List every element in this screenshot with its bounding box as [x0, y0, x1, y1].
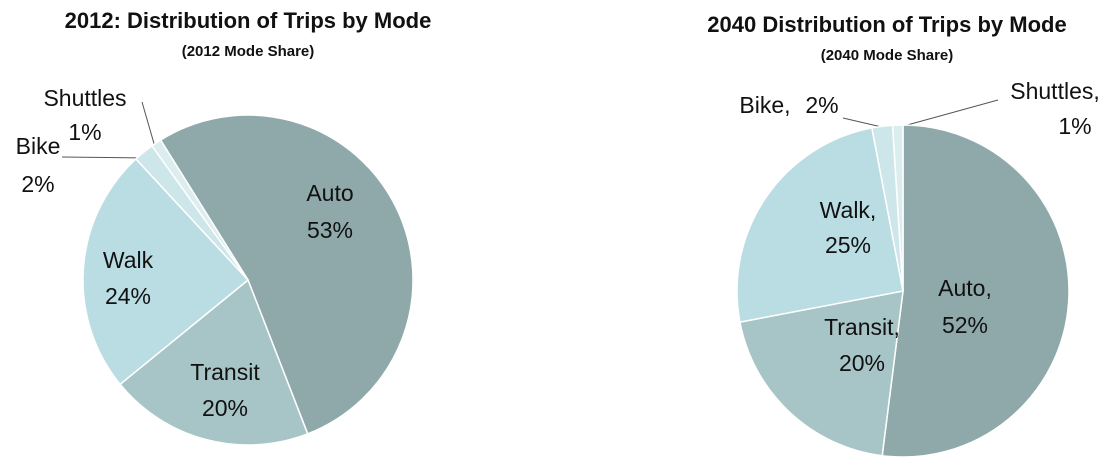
leader-line	[61, 156, 146, 159]
slice-value-label: 24%	[105, 283, 151, 309]
slice-value-label: 20%	[202, 395, 248, 421]
slice-category-label: Transit,	[824, 314, 900, 340]
chart-title: 2012: Distribution of Trips by Mode	[65, 8, 432, 33]
slice-value-label: 53%	[307, 217, 353, 243]
slice-category-label: Walk	[103, 247, 154, 273]
pie-slice	[82, 157, 250, 386]
slice-value-label: 25%	[825, 232, 871, 258]
pie-slice	[891, 124, 904, 292]
slice-category-label: Bike	[16, 133, 61, 159]
slice-category-label: Auto,	[938, 275, 992, 301]
slice-value-label: 52%	[942, 312, 988, 338]
pie-slice	[739, 290, 904, 457]
slice-category-label: Transit	[190, 359, 260, 385]
leader-line	[141, 101, 156, 148]
slice-value-label: 20%	[839, 350, 885, 376]
slice-value-label: 1%	[68, 119, 101, 145]
pie-slice	[159, 114, 414, 435]
slice-category-label: Bike,	[739, 92, 790, 118]
slice-category-label: Shuttles,	[1010, 78, 1100, 104]
slice-value-label: 1%	[1058, 113, 1091, 139]
leader-line	[899, 99, 999, 128]
pie-slice	[736, 127, 904, 323]
slice-value-label: 2%	[21, 171, 54, 197]
slice-category-label: Walk,	[820, 197, 877, 223]
pie-slice	[150, 139, 249, 281]
slice-value-label: 2%	[805, 92, 838, 118]
chart-subtitle: (2040 Mode Share)	[821, 47, 954, 64]
chart-subtitle: (2012 Mode Share)	[182, 43, 315, 60]
slice-category-label: Auto	[306, 180, 353, 206]
pie-slice	[119, 278, 309, 446]
slice-category-label: Shuttles	[43, 85, 126, 111]
chart-title: 2040 Distribution of Trips by Mode	[707, 12, 1066, 37]
pie-slice	[881, 124, 1070, 458]
